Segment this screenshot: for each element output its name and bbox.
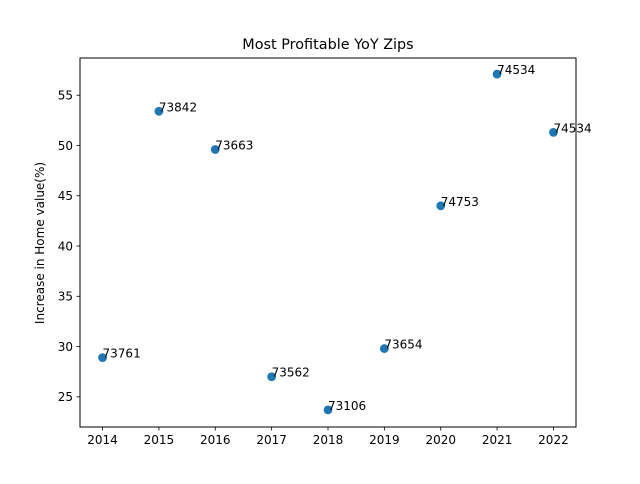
y-tick-label: 30 bbox=[58, 340, 73, 354]
data-point bbox=[154, 106, 164, 116]
y-tick-label: 45 bbox=[58, 189, 73, 203]
chart-title: Most Profitable YoY Zips bbox=[242, 37, 413, 53]
data-point-label: 73761 bbox=[103, 347, 141, 361]
data-point bbox=[549, 128, 558, 137]
x-tick-label: 2022 bbox=[538, 433, 569, 447]
data-point-label: 74534 bbox=[497, 63, 535, 77]
x-tick-label: 2016 bbox=[200, 433, 231, 447]
y-tick-label: 50 bbox=[58, 139, 73, 153]
x-tick-label: 2015 bbox=[144, 433, 175, 447]
x-tick-label: 2014 bbox=[87, 433, 118, 447]
data-point-label: 74753 bbox=[441, 195, 479, 209]
x-tick-label: 2021 bbox=[482, 433, 513, 447]
axis-ticks: 2014 2015 2016 2017 2018 2019 2020 2021 2022 25 30… bbox=[58, 89, 569, 447]
data-point-label: 73106 bbox=[328, 399, 366, 413]
data-point-label: 74534 bbox=[553, 121, 591, 135]
data-points bbox=[98, 69, 558, 415]
data-point bbox=[436, 201, 446, 211]
data-point-label: 73562 bbox=[272, 366, 310, 380]
data-point-label: 73663 bbox=[215, 138, 253, 152]
data-point bbox=[98, 353, 107, 363]
y-tick-label: 35 bbox=[58, 290, 73, 304]
data-point bbox=[210, 145, 220, 154]
y-tick-label: 55 bbox=[58, 89, 73, 103]
data-point bbox=[267, 372, 277, 382]
point-labels: 73761 73842 73663 73562 73106 73654 74753 74534… bbox=[103, 63, 592, 413]
data-point bbox=[323, 405, 333, 415]
x-tick-label: 2020 bbox=[425, 433, 456, 447]
data-point-label: 73842 bbox=[159, 100, 197, 114]
x-tick-label: 2019 bbox=[369, 433, 400, 447]
data-point bbox=[379, 344, 389, 353]
y-tick-label: 40 bbox=[58, 239, 73, 253]
y-axis-label: Increase in Home value(%) bbox=[33, 162, 47, 324]
data-point-label: 73654 bbox=[384, 338, 422, 352]
x-tick-label: 2018 bbox=[313, 433, 344, 447]
plot-area-frame bbox=[79, 57, 577, 428]
y-tick-label: 25 bbox=[58, 390, 73, 404]
data-point bbox=[492, 69, 502, 79]
x-tick-label: 2017 bbox=[256, 433, 287, 447]
